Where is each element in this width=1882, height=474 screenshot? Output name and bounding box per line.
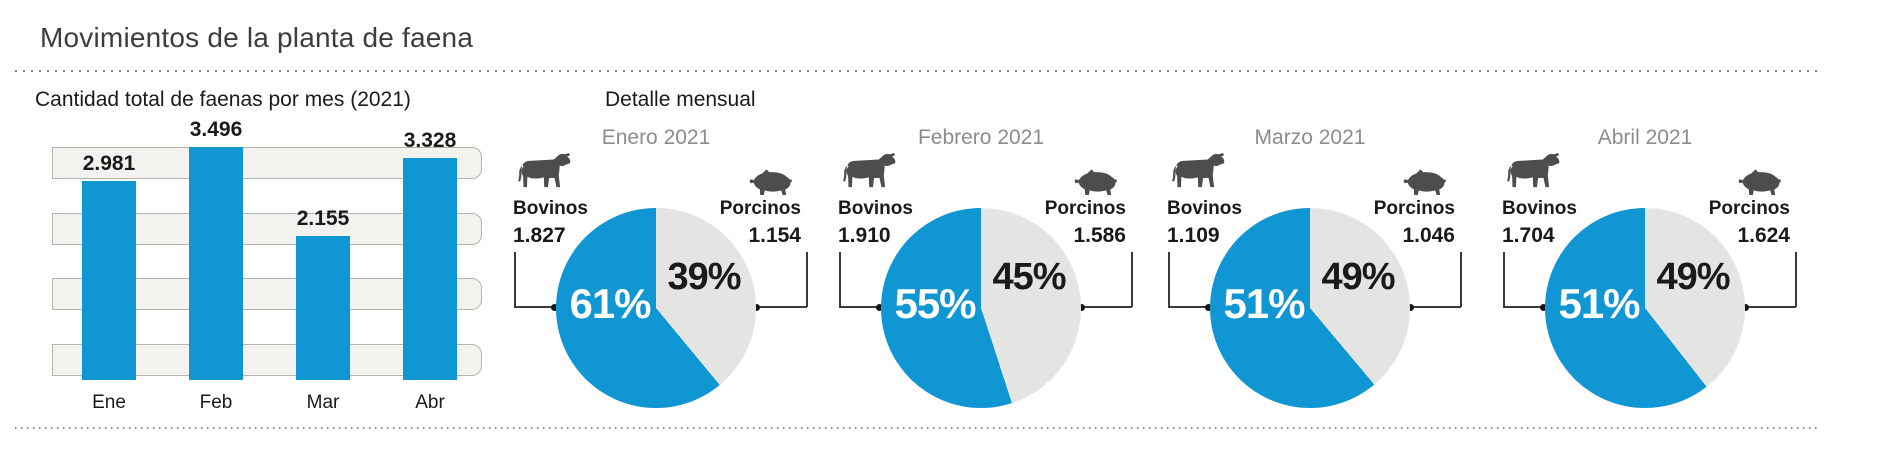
porcinos-value: 1.624 — [1737, 224, 1790, 247]
callout-line — [514, 252, 516, 307]
bar-chart-heading: Cantidad total de faenas por mes (2021) — [35, 88, 411, 111]
callout-dot — [1078, 303, 1085, 311]
callout-line — [1460, 252, 1462, 307]
month-label: Feb — [199, 392, 233, 413]
bar — [82, 181, 136, 380]
porcinos-value: 1.046 — [1402, 224, 1455, 247]
bovinos-label: Bovinos — [513, 198, 588, 219]
porcinos-label: Porcinos — [1044, 198, 1126, 219]
porcinos-pct-label: 49% — [1321, 256, 1395, 298]
porcinos-value: 1.154 — [748, 224, 801, 247]
pie-chart — [1210, 208, 1410, 408]
bar — [403, 158, 457, 380]
pie-title: Marzo 2021 — [1254, 126, 1366, 149]
pie-chart — [1545, 208, 1745, 408]
callout-line — [1746, 306, 1796, 308]
bar-value-label: 3.496 — [189, 118, 243, 141]
month-label: Ene — [92, 392, 126, 413]
callout-line — [1168, 252, 1170, 307]
top-divider — [15, 70, 1820, 72]
porcinos-value: 1.586 — [1073, 224, 1126, 247]
callout-line — [1503, 306, 1544, 308]
porcinos-pct-label: 49% — [1656, 256, 1730, 298]
callout-line — [1168, 306, 1209, 308]
cow-icon — [514, 152, 576, 195]
pie-title: Febrero 2021 — [917, 126, 1045, 149]
callout-line — [806, 252, 808, 307]
callout-line — [1131, 252, 1133, 307]
porcinos-label: Porcinos — [1708, 198, 1790, 219]
bar — [296, 236, 350, 380]
bovinos-value: 1.704 — [1502, 224, 1555, 247]
callout-line — [839, 306, 880, 308]
callout-dot — [1407, 303, 1414, 311]
pie-title: Abril 2021 — [1597, 126, 1693, 149]
bovinos-pct-label: 51% — [1223, 280, 1305, 327]
callout-line — [839, 252, 841, 307]
bovinos-value: 1.109 — [1167, 224, 1220, 247]
callout-line — [514, 306, 555, 308]
bar-value-label: 2.155 — [296, 207, 350, 230]
bovinos-pct-label: 55% — [894, 280, 976, 327]
month-label: Abr — [415, 392, 445, 413]
bovinos-pct-label: 61% — [569, 280, 651, 327]
bovinos-value: 1.827 — [513, 224, 566, 247]
pig-icon — [1073, 168, 1119, 198]
month-label: Mar — [306, 392, 340, 413]
callout-line — [1082, 306, 1132, 308]
bottom-divider — [15, 427, 1820, 429]
page-title: Movimientos de la planta de faena — [40, 22, 474, 53]
callout-dot — [1540, 303, 1547, 311]
callout-dot — [753, 303, 760, 311]
callout-line — [1503, 252, 1505, 307]
porcinos-pct-label: 45% — [992, 256, 1066, 298]
callout-dot — [551, 303, 558, 311]
bovinos-pct-label: 51% — [1558, 280, 1640, 327]
porcinos-label: Porcinos — [1373, 198, 1455, 219]
pie-chart — [881, 208, 1081, 408]
pie-chart — [556, 208, 756, 408]
pig-icon — [1402, 168, 1448, 198]
cow-icon — [839, 152, 901, 195]
bovinos-label: Bovinos — [1167, 198, 1242, 219]
callout-line — [1795, 252, 1797, 307]
pig-icon — [748, 168, 794, 198]
bar-value-label: 2.981 — [82, 152, 136, 175]
bar-value-label: 3.328 — [403, 129, 457, 152]
callout-dot — [1205, 303, 1212, 311]
pie-title: Enero 2021 — [601, 126, 711, 149]
bar — [189, 147, 243, 380]
callout-dot — [876, 303, 883, 311]
pig-icon — [1737, 168, 1783, 198]
callout-line — [757, 306, 807, 308]
bovinos-label: Bovinos — [1502, 198, 1577, 219]
porcinos-label: Porcinos — [719, 198, 801, 219]
cow-icon — [1503, 152, 1565, 195]
porcinos-pct-label: 39% — [667, 256, 741, 298]
pies-heading: Detalle mensual — [605, 88, 756, 111]
callout-dot — [1742, 303, 1749, 311]
callout-line — [1411, 306, 1461, 308]
bovinos-value: 1.910 — [838, 224, 891, 247]
bovinos-label: Bovinos — [838, 198, 913, 219]
cow-icon — [1168, 152, 1230, 195]
